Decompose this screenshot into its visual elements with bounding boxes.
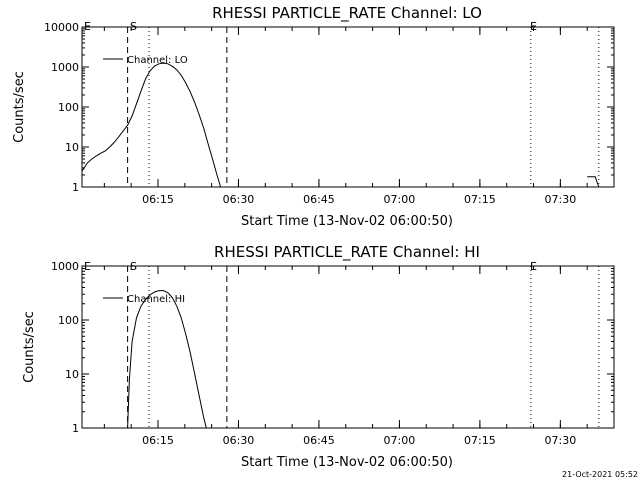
- panel-hi-plot-area: [81, 265, 615, 429]
- panel-lo-start-label: S: [130, 20, 137, 33]
- y-tick-label: 1: [72, 422, 79, 435]
- panel-lo-ylabel: Counts/sec: [12, 71, 27, 143]
- y-tick-label: 10000: [44, 21, 79, 34]
- series-line: [127, 290, 207, 429]
- panel-hi-xticks: 06:15 06:30 06:45 07:00 07:15 07:30: [103, 266, 615, 447]
- panel-lo-series: [81, 62, 600, 188]
- panel-hi-start-label: S: [130, 260, 137, 273]
- panel-lo-legend-label: Channel: LO: [127, 55, 188, 66]
- panel-lo-yticks: 1 10 100 1000 10000: [44, 21, 614, 194]
- panel-hi-vlines: [127, 266, 600, 428]
- y-tick-label: 10: [65, 141, 79, 154]
- x-tick-label: 06:45: [303, 193, 335, 206]
- y-tick-label: 1000: [51, 260, 79, 273]
- x-tick-label: 07:00: [384, 193, 416, 206]
- x-tick-label: 07:30: [545, 193, 577, 206]
- x-tick-label: 07:00: [384, 434, 416, 447]
- x-tick-label: 07:30: [545, 434, 577, 447]
- panel-lo-vlines: [127, 27, 600, 187]
- panel-lo-end-label: E: [530, 20, 537, 33]
- panel-hi-xlabel: Start Time (13-Nov-02 06:00:50): [241, 455, 453, 470]
- panel-lo-title: RHESSI PARTICLE_RATE Channel: LO: [212, 4, 482, 23]
- panel-hi-series: [127, 290, 207, 429]
- x-tick-label: 06:15: [142, 193, 174, 206]
- x-tick-label: 07:15: [464, 434, 496, 447]
- x-tick-label: 07:15: [464, 193, 496, 206]
- series-line: [587, 176, 600, 188]
- panel-lo: RHESSI PARTICLE_RATE Channel: LO Counts/…: [12, 4, 615, 229]
- panel-hi-ylabel: Counts/sec: [22, 311, 37, 383]
- panel-hi-legend-label: Channel: HI: [127, 294, 185, 305]
- panel-lo-plot-area: [81, 26, 615, 188]
- x-tick-label: 06:30: [223, 193, 255, 206]
- y-tick-label: 100: [58, 314, 79, 327]
- y-tick-label: 1: [72, 181, 79, 194]
- y-tick-label: 100: [58, 101, 79, 114]
- panel-hi-yticks: 1 10 100 1000: [51, 260, 614, 435]
- panel-hi: RHESSI PARTICLE_RATE Channel: HI Counts/…: [22, 243, 615, 470]
- y-tick-label: 1000: [51, 61, 79, 74]
- x-tick-label: 06:15: [142, 434, 174, 447]
- panel-lo-xticks: 06:15 06:30 06:45 07:00 07:15 07:30: [103, 27, 615, 206]
- panel-lo-xlabel: Start Time (13-Nov-02 06:00:50): [241, 214, 453, 229]
- timestamp-stamp: 21-Oct-2021 05:52: [562, 470, 638, 479]
- x-tick-label: 06:45: [303, 434, 335, 447]
- series-line: [81, 62, 222, 188]
- panel-hi-title: RHESSI PARTICLE_RATE Channel: HI: [214, 243, 480, 262]
- y-tick-label: 10: [65, 368, 79, 381]
- x-tick-label: 06:30: [223, 434, 255, 447]
